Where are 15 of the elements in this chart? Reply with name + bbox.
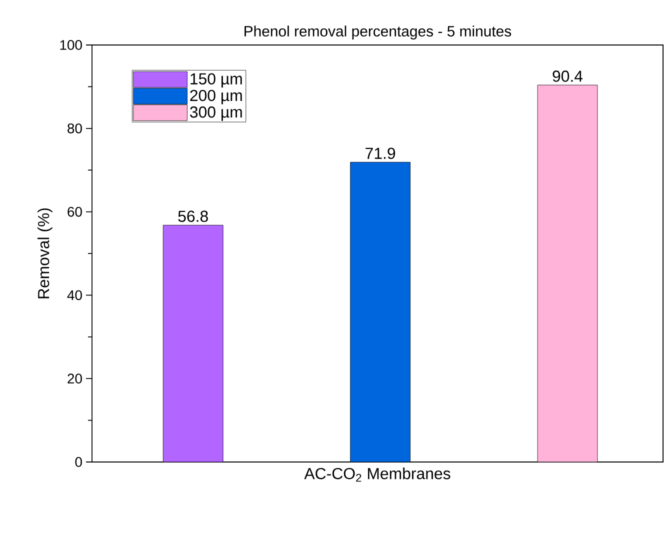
y-tick-label: 20 — [68, 374, 82, 384]
data-label: 71.9 — [366, 148, 396, 159]
y-tick-label: 100 — [60, 40, 82, 50]
x-axis-title: AC-CO$_{2}$ Membranes — [304, 468, 450, 482]
data-label: 56.8 — [178, 210, 208, 222]
y-tick-label: 40 — [67, 290, 82, 300]
legend-label: 200 µm — [190, 90, 242, 104]
y-tick-label: 0 — [75, 457, 82, 467]
data-label: 90.4 — [552, 70, 583, 82]
y-tick-label: 80 — [68, 123, 82, 134]
y-tick-label: 60 — [68, 206, 82, 217]
y-axis-title: Removal (%) — [38, 208, 52, 298]
legend-label: 300 µm — [190, 106, 242, 121]
legend-label: 150 µm — [190, 73, 242, 88]
chart-title: Phenol removal percentages - 5 minutes — [244, 26, 512, 40]
